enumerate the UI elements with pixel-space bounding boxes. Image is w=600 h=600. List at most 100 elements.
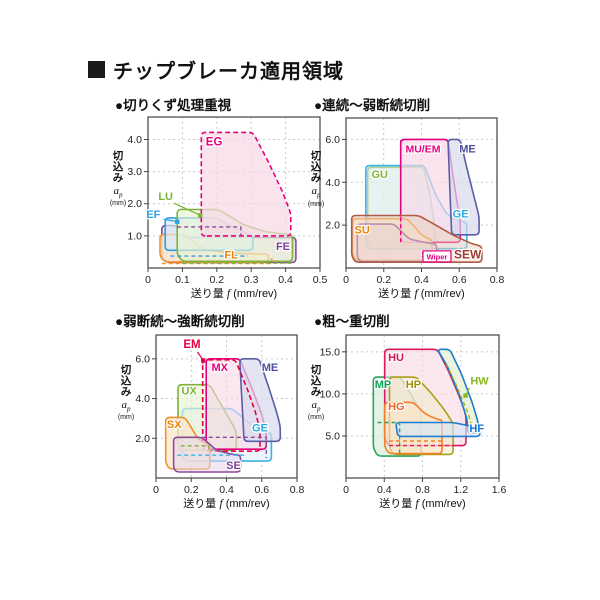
region-MX [205, 358, 267, 450]
region-label-GE: GE [453, 209, 469, 221]
y-axis-char: 込 [120, 374, 132, 387]
x-tick-label: 0 [343, 274, 349, 286]
plot-border [345, 334, 500, 479]
y-tick-label: 5.0 [325, 430, 340, 442]
x-tick-label: 0.1 [175, 274, 190, 286]
plot-border [147, 116, 321, 269]
region-label-HF: HF [469, 423, 484, 435]
x-axis-variable: f [415, 496, 419, 510]
x-axis-title: 送り量 f (mm/rev) [183, 496, 270, 510]
region-HF [395, 421, 481, 438]
region-MU/EM [399, 138, 461, 244]
y-axis-variable: ap [121, 398, 131, 413]
y-tick-label: 2.0 [127, 198, 142, 210]
aux-dashed-line [177, 226, 242, 236]
y-axis-variable: ap [311, 398, 321, 413]
y-axis-char: み [112, 171, 124, 184]
region-HP [388, 376, 454, 456]
region-GU [366, 166, 437, 247]
region-label-EM: EM [183, 339, 200, 351]
x-axis-title: 送り量 f (mm/rev) [190, 286, 278, 300]
region-MP [372, 376, 422, 457]
aux-dashed-line [201, 436, 267, 459]
plot-border [345, 117, 498, 269]
x-tick-label: 1.6 [492, 484, 507, 496]
region-EF [164, 217, 254, 252]
region-label-FL: FL [224, 249, 238, 261]
chart-title-chip-control: ●切りくず処理重視 [115, 98, 232, 113]
region-SU [351, 217, 433, 262]
x-axis-variable: f [219, 496, 223, 510]
region-SEW [350, 214, 483, 263]
y-axis-char: 込 [310, 161, 322, 174]
y-axis-char: 切 [310, 150, 322, 162]
x-tick-label: 0.8 [490, 274, 505, 286]
x-axis-title: 送り量 f (mm/rev) [379, 496, 466, 510]
region-label-ME: ME [459, 144, 476, 156]
chart-title-interrupted: ●弱断続〜強断続切削 [115, 314, 245, 329]
region-GE [365, 164, 468, 250]
y-tick-label: 6.0 [325, 134, 340, 146]
region-label-HU: HU [388, 352, 404, 364]
region-ME [447, 138, 480, 236]
region-label-MP: MP [375, 379, 392, 391]
y-axis-char: 切 [112, 149, 124, 162]
y-axis-variable: ap [113, 184, 123, 199]
y-axis-char: み [310, 385, 322, 398]
region-LU [176, 208, 294, 263]
y-axis-unit: (mm) [307, 414, 325, 422]
leader-marker-EM [201, 358, 206, 363]
y-tick-label: 2.0 [325, 220, 340, 232]
y-axis-char: み [120, 385, 132, 398]
region-label-GE: GE [252, 422, 268, 434]
leader-marker-EF [175, 219, 180, 224]
y-axis-unit: (mm) [307, 200, 325, 208]
region-HW [437, 348, 480, 434]
page-title-text: チップブレーカ適用領域 [113, 61, 344, 83]
region-FL [159, 233, 270, 263]
x-tick-label: 0 [145, 274, 151, 286]
aux-dashed-line [161, 258, 273, 265]
wiper-badge-label: Wiper [427, 252, 448, 261]
y-axis-title: 切込み ap (mm) [306, 363, 326, 422]
region-SX [164, 416, 211, 470]
leader-line-EF [163, 218, 178, 223]
region-SE [356, 223, 438, 263]
x-tick-label: 0 [153, 484, 159, 496]
region-label-HG: HG [388, 401, 405, 413]
region-label-HP: HP [406, 379, 421, 391]
y-axis-char: み [310, 172, 322, 185]
region-GE [181, 407, 273, 462]
y-axis-char: 切 [310, 363, 322, 376]
region-label-EF: EF [146, 209, 160, 221]
x-axis-title: 送り量 f (mm/rev) [378, 286, 465, 300]
leader-line-HW [464, 387, 470, 396]
region-label-ME: ME [262, 362, 279, 374]
wiper-badge [422, 250, 452, 263]
y-tick-label: 3.0 [127, 166, 142, 178]
leader-line-EM [196, 351, 204, 361]
y-axis-char: 切 [120, 363, 132, 376]
region-ME [239, 358, 282, 443]
region-label-SE: SE [421, 249, 436, 261]
y-tick-label: 4.0 [127, 134, 142, 146]
region-EG [200, 131, 292, 237]
leader-marker-HW [463, 393, 468, 398]
y-tick-label: 6.0 [135, 353, 150, 365]
y-axis-unit: (mm) [109, 200, 127, 208]
y-axis-char: 込 [112, 160, 124, 173]
region-label-HW: HW [470, 376, 489, 388]
region-HG [383, 401, 443, 455]
x-tick-label: 0.5 [313, 274, 328, 286]
y-axis-unit: (mm) [117, 414, 135, 422]
y-axis-title: 切込み ap (mm) [306, 150, 326, 208]
x-axis-variable: f [414, 286, 418, 300]
y-tick-label: 1.0 [127, 230, 142, 242]
title-square-icon [88, 61, 105, 78]
y-axis-title: 切込み ap (mm) [108, 149, 128, 208]
y-tick-label: 2.0 [135, 433, 150, 445]
y-tick-label: 15.0 [320, 346, 341, 358]
x-tick-label: 0.8 [290, 484, 305, 496]
